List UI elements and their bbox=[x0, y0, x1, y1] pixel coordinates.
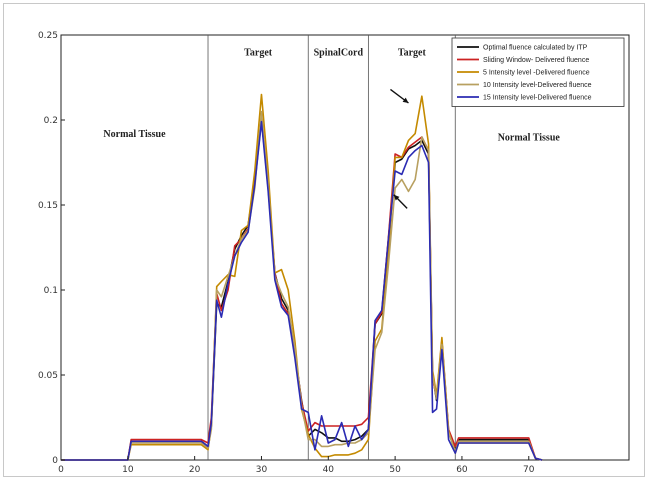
x-tick-label: 10 bbox=[122, 465, 134, 475]
legend: Optimal fluence calculated by ITP Sliding… bbox=[451, 37, 625, 107]
legend-entry: Sliding Window- Delivered fluence bbox=[483, 57, 589, 64]
region-label: Normal Tissue bbox=[498, 132, 561, 143]
y-tick-label: 0.25 bbox=[38, 31, 58, 41]
figure-frame bbox=[3, 3, 645, 477]
x-tick-label: 30 bbox=[256, 465, 268, 475]
y-tick-label: 0 bbox=[52, 456, 58, 466]
axis-ticks: 0 10 20 30 40 50 60 70 0 0.05 0.1 0.15 0.2 0.25 bbox=[38, 31, 535, 475]
legend-box bbox=[451, 37, 625, 107]
x-tick-label: 70 bbox=[523, 465, 535, 475]
legend-entry: 5 Intensity level -Delivered fluence bbox=[483, 70, 590, 77]
arrow-head bbox=[393, 194, 400, 201]
region-labels: Normal Tissue Target SpinalCord Target Norma… bbox=[103, 47, 560, 143]
series-line bbox=[61, 110, 543, 461]
region-label: Normal Tissue bbox=[103, 129, 166, 140]
x-tick-label: 40 bbox=[323, 465, 335, 475]
y-tick-label: 0.15 bbox=[38, 201, 58, 211]
legend-entry: Optimal fluence calculated by ITP bbox=[483, 45, 588, 52]
x-tick-label: 50 bbox=[389, 465, 401, 475]
series-line bbox=[61, 120, 543, 461]
region-label: Target bbox=[398, 47, 427, 58]
legend-entry: 10 Intensity level-Delivered fluence bbox=[483, 82, 592, 89]
x-tick-label: 20 bbox=[189, 465, 201, 475]
y-tick-label: 0.05 bbox=[38, 371, 58, 381]
annotation-arrows bbox=[390, 88, 409, 209]
y-tick-label: 0.2 bbox=[44, 116, 58, 126]
region-label: SpinalCord bbox=[314, 47, 364, 58]
x-tick-label: 60 bbox=[456, 465, 468, 475]
x-tick-label: 0 bbox=[58, 465, 64, 475]
arrow-head bbox=[402, 97, 409, 103]
region-label: Target bbox=[244, 47, 273, 58]
y-tick-label: 0.1 bbox=[44, 286, 58, 296]
series-layer bbox=[61, 93, 543, 461]
legend-entry: 15 Intensity level-Delivered fluence bbox=[483, 95, 592, 102]
